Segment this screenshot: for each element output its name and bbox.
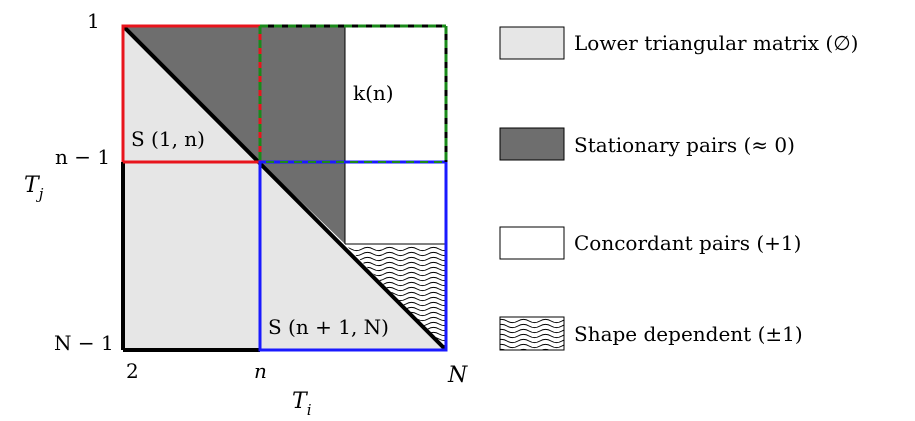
y-tick-bottom: N − 1 bbox=[54, 331, 114, 355]
legend-label-lower: Lower triangular matrix (∅) bbox=[574, 31, 858, 55]
legend-swatch-concordant bbox=[499, 226, 565, 260]
wave-line bbox=[345, 251, 446, 257]
y-tick-top: 1 bbox=[87, 9, 100, 33]
wave-line bbox=[500, 333, 564, 339]
region-label-sn1N: S (n + 1, N) bbox=[268, 315, 389, 339]
wave-line bbox=[500, 338, 564, 344]
region-label-kn: k(n) bbox=[353, 81, 394, 105]
legend-swatch-shape bbox=[499, 316, 565, 351]
legend-label-stationary: Stationary pairs (≈ 0) bbox=[574, 133, 795, 157]
wave-line bbox=[500, 318, 564, 324]
legend-swatch-shape-waves bbox=[500, 318, 564, 350]
x-tick-right: N bbox=[447, 363, 468, 388]
legend-label-concordant: Concordant pairs (+1) bbox=[574, 231, 801, 255]
x-axis-label: Ti bbox=[292, 389, 312, 419]
main-diagonal bbox=[121, 24, 448, 352]
region-label-s1n: S (1, n) bbox=[131, 127, 205, 151]
legend-swatch-stationary bbox=[499, 127, 565, 161]
red-block-top-left bbox=[121, 24, 260, 162]
legend-label-shape: Shape dependent (±1) bbox=[574, 322, 803, 346]
wave-line bbox=[500, 328, 564, 334]
x-tick-left: 2 bbox=[126, 359, 139, 383]
wave-line bbox=[500, 323, 564, 329]
legend: Lower triangular matrix (∅) Stationary p… bbox=[499, 26, 858, 351]
legend-swatch-lower bbox=[499, 26, 565, 60]
y-tick-mid: n − 1 bbox=[55, 145, 110, 169]
wave-line bbox=[345, 246, 446, 252]
y-axis-label: Tj bbox=[24, 173, 44, 203]
x-tick-mid: n bbox=[254, 359, 267, 383]
stationary-region-column bbox=[260, 26, 345, 244]
wave-line bbox=[500, 343, 564, 349]
